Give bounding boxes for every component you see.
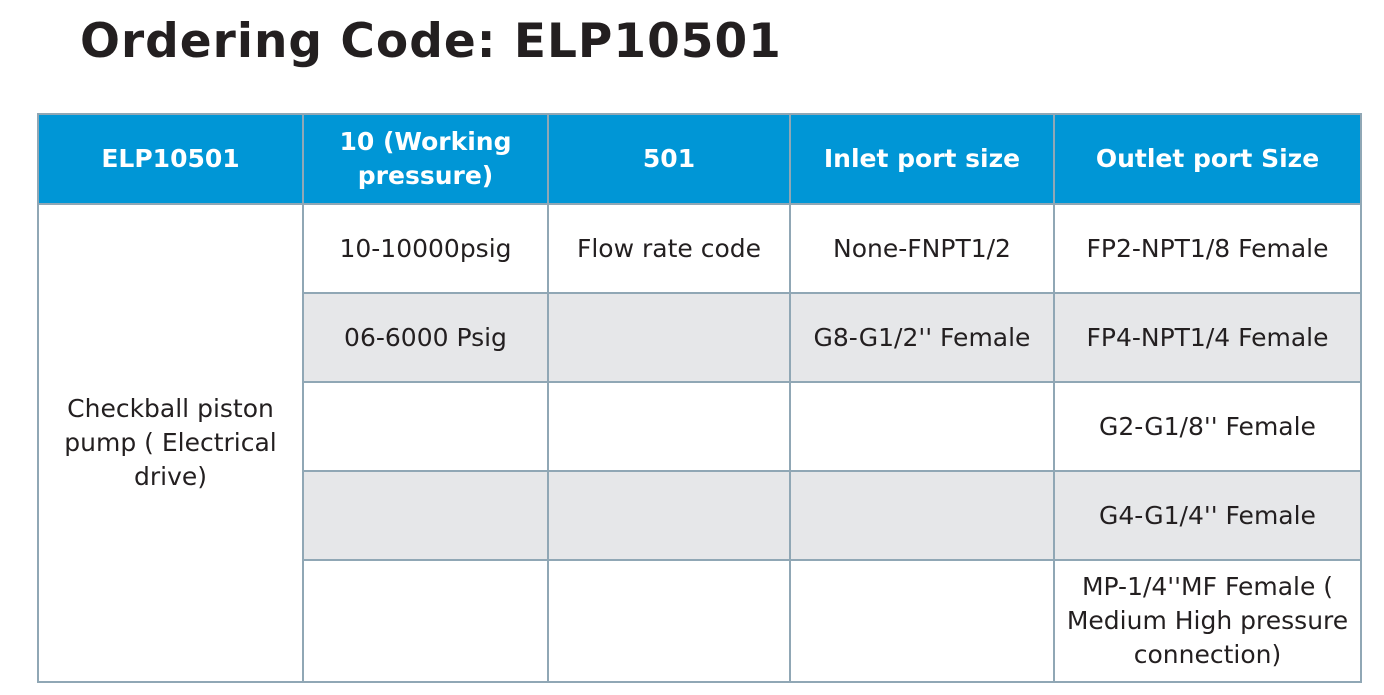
header-model: ELP10501	[37, 113, 304, 205]
table-cell	[547, 381, 791, 472]
ordering-code-table: ELP10501 10 (Working pressure) 501 Inlet…	[37, 113, 1362, 683]
product-description: Checkball piston pump ( Electrical drive…	[37, 203, 304, 683]
table-row: MP-1/4''MF Female ( Medium High pressure…	[38, 559, 1362, 683]
table-cell: 06-6000 Psig	[302, 292, 549, 383]
table-cell	[789, 381, 1055, 472]
table-cell	[547, 292, 791, 383]
header-inlet-port: Inlet port size	[789, 113, 1055, 205]
table-cell: G4-G1/4'' Female	[1053, 470, 1362, 561]
table-cell: MP-1/4''MF Female ( Medium High pressure…	[1053, 559, 1362, 683]
table-cell: None-FNPT1/2	[789, 203, 1055, 294]
table-cell: 10-10000psig	[302, 203, 549, 294]
table-cell: FP2-NPT1/8 Female	[1053, 203, 1362, 294]
page-title: Ordering Code: ELP10501	[80, 14, 782, 69]
header-working-pressure: 10 (Working pressure)	[302, 113, 549, 205]
table-cell: FP4-NPT1/4 Female	[1053, 292, 1362, 383]
table-row: Checkball piston pump ( Electrical drive…	[37, 203, 1362, 683]
table-cell: G2-G1/8'' Female	[1053, 381, 1362, 472]
table-cell: Flow rate code	[547, 203, 791, 294]
table-cell	[547, 470, 791, 561]
table-row: G2-G1/8'' Female	[38, 381, 1362, 472]
header-outlet-port: Outlet port Size	[1053, 113, 1362, 205]
table-cell	[302, 559, 549, 683]
table-cell: G8-G1/2'' Female	[789, 292, 1055, 383]
table-cell	[547, 559, 791, 683]
table-cell	[789, 470, 1055, 561]
header-row: ELP10501 10 (Working pressure) 501 Inlet…	[37, 113, 1362, 205]
table-cell	[789, 559, 1055, 683]
table-row: 06-6000 Psig G8-G1/2'' Female FP4-NPT1/4…	[38, 292, 1362, 383]
table-cell	[302, 470, 549, 561]
table-row: G4-G1/4'' Female	[38, 470, 1362, 561]
header-flow-code: 501	[547, 113, 791, 205]
table-cell	[302, 381, 549, 472]
